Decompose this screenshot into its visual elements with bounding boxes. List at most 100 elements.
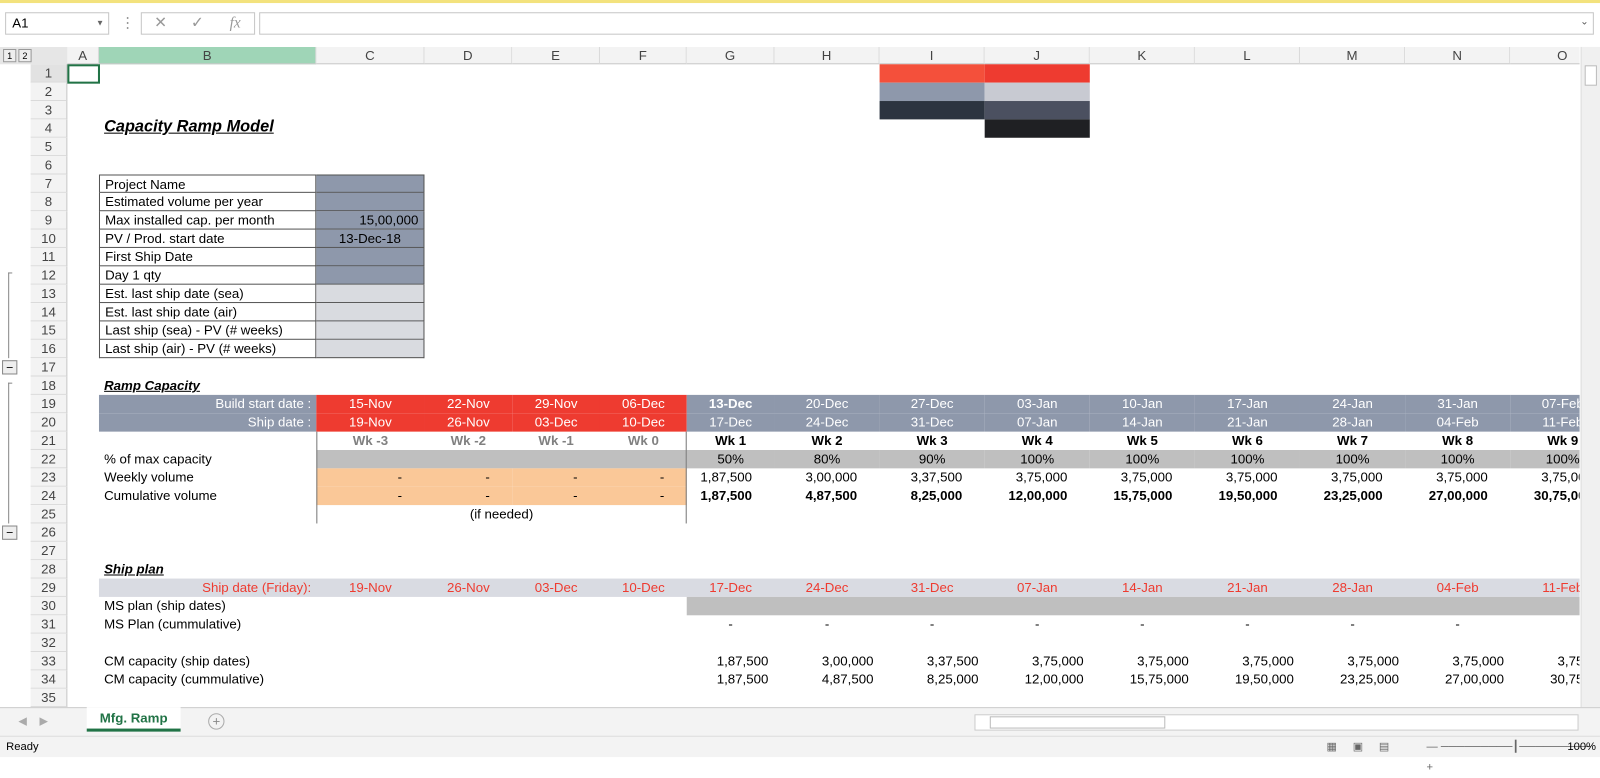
formula-bar[interactable]: ⌄ (259, 12, 1594, 35)
build-date: 22-Nov (424, 394, 513, 414)
row-header: 35 (30, 688, 68, 708)
input-value (316, 247, 425, 267)
row-header: 16 (30, 339, 68, 359)
add-sheet[interactable]: + (208, 713, 225, 730)
enter-icon[interactable]: ✓ (190, 14, 204, 32)
selected-cell (67, 64, 100, 84)
build-date: 24-Jan (1299, 394, 1406, 414)
row-header: 26 (30, 523, 68, 542)
cm-capacity-cumulative: 1,87,500 (716, 671, 769, 687)
cumulative-volume: 27,00,000 (1428, 487, 1488, 504)
row-header: 34 (30, 670, 68, 689)
ship-row-fill (98, 578, 1580, 597)
ship-date: 28-Jan (1299, 413, 1406, 432)
ship-plan-date: 28-Jan (1332, 579, 1373, 595)
column-header: J (984, 46, 1090, 65)
row-label: Ship date : (98, 413, 317, 432)
ship-date: 11-Feb (1510, 413, 1580, 432)
collapse-button: − (2, 360, 18, 375)
build-date: 15-Nov (316, 394, 425, 414)
note: (if needed) (469, 506, 534, 522)
pct-capacity: 100% (1299, 449, 1406, 469)
build-date: 29-Nov (512, 394, 600, 414)
row-header: 27 (30, 541, 68, 561)
cm-capacity-cumulative: 15,75,000 (1129, 671, 1189, 687)
build-date: 06-Dec (599, 394, 687, 414)
cancel-icon[interactable]: ✕ (154, 14, 167, 32)
cm-capacity: 3,75,000 (1242, 653, 1294, 669)
weekly-volume: - (424, 468, 513, 487)
row-label: CM capacity (ship dates) (104, 653, 251, 669)
top-strip (0, 0, 1600, 4)
column-header: D (424, 46, 513, 65)
sheet-tab[interactable]: Mfg. Ramp (86, 707, 181, 732)
ms-plan-cumulative: - (929, 616, 935, 632)
row-label: % of max capacity (104, 451, 212, 467)
horizontal-scrollbar[interactable] (974, 714, 1579, 731)
color-swatch (879, 101, 985, 120)
input-label: Project Name (98, 174, 317, 193)
row-label: Weekly volume (104, 469, 194, 485)
fx-icon[interactable]: fx (229, 15, 241, 32)
cm-capacity: 3,75,000 (1347, 653, 1399, 669)
week-label: Wk 2 (811, 432, 843, 448)
ship-plan-date: 10-Dec (621, 579, 665, 595)
tab-bar: ◀ ▶ Mfg. Ramp + (0, 707, 1600, 736)
column-header: K (1089, 46, 1195, 65)
weekly-volume: 3,75,000 (1120, 469, 1173, 485)
cm-capacity: 1,87,500 (716, 653, 769, 669)
pct-capacity: 90% (879, 449, 985, 469)
cumulative-volume: 15,75,000 (1113, 487, 1173, 504)
outline-level-button[interactable]: 1 (3, 48, 17, 63)
build-date: 17-Jan (1194, 394, 1300, 414)
status-text: Ready (6, 740, 39, 754)
week-label: Wk -3 (352, 432, 389, 448)
row-label: MS plan (ship dates) (104, 597, 226, 614)
row-label: Cumulative volume (104, 487, 217, 504)
pct-capacity: 50% (686, 449, 775, 469)
weekly-volume: 3,75,000 (1541, 469, 1579, 485)
input-label: Day 1 qty (98, 266, 317, 285)
input-value: 15,00,000 (316, 211, 425, 230)
tab-nav[interactable]: ◀ ▶ (18, 715, 49, 728)
ship-date: 31-Dec (879, 413, 985, 432)
scroll-thumb[interactable] (1584, 65, 1597, 86)
build-date: 27-Dec (879, 394, 985, 414)
week-label: Wk -1 (538, 432, 574, 448)
week-label: Wk 6 (1231, 432, 1263, 448)
build-date: 13-Dec (686, 394, 775, 414)
weekly-volume: - (512, 468, 600, 487)
build-date: 10-Jan (1089, 394, 1195, 414)
name-box[interactable]: A1 ▼ (5, 12, 110, 35)
pct-capacity: 100% (1405, 449, 1511, 469)
row-header: 13 (30, 284, 68, 304)
row-header: 20 (30, 413, 68, 432)
header-corner (0, 46, 68, 65)
ship-plan-date: 17-Dec (709, 579, 752, 595)
cumulative-volume: 4,87,500 (805, 487, 858, 504)
row-header: 22 (30, 449, 68, 469)
weekly-volume: 1,87,500 (700, 469, 753, 485)
cumulative-volume: - (599, 486, 687, 506)
ship-date: 24-Dec (774, 413, 880, 432)
row-header: 3 (30, 101, 68, 120)
cm-capacity-cumulative: 8,25,000 (926, 671, 979, 687)
cm-capacity: 3,75,000 (1557, 653, 1580, 669)
row-header: 12 (30, 266, 68, 285)
ship-date: 07-Jan (984, 413, 1090, 432)
vertical-scrollbar[interactable] (1580, 46, 1600, 708)
row-header: 19 (30, 394, 68, 414)
outline-level-button[interactable]: 2 (18, 48, 32, 63)
color-swatch (984, 64, 1090, 83)
row-header: 2 (30, 82, 68, 102)
ms-plan-cumulative: - (1140, 616, 1145, 632)
input-label: First Ship Date (98, 247, 317, 267)
color-swatch (984, 82, 1090, 102)
sheet-title: Capacity Ramp Model (104, 118, 274, 136)
h-scroll-thumb[interactable] (989, 716, 1166, 729)
ship-plan-date: 14-Jan (1122, 579, 1163, 595)
zoom-level[interactable]: 100% (1567, 740, 1597, 754)
ms-plan-cumulative: - (1245, 616, 1250, 632)
view-buttons[interactable]: ▦ ▣ ▤ (1326, 740, 1390, 754)
ship-date: 14-Jan (1089, 413, 1195, 432)
